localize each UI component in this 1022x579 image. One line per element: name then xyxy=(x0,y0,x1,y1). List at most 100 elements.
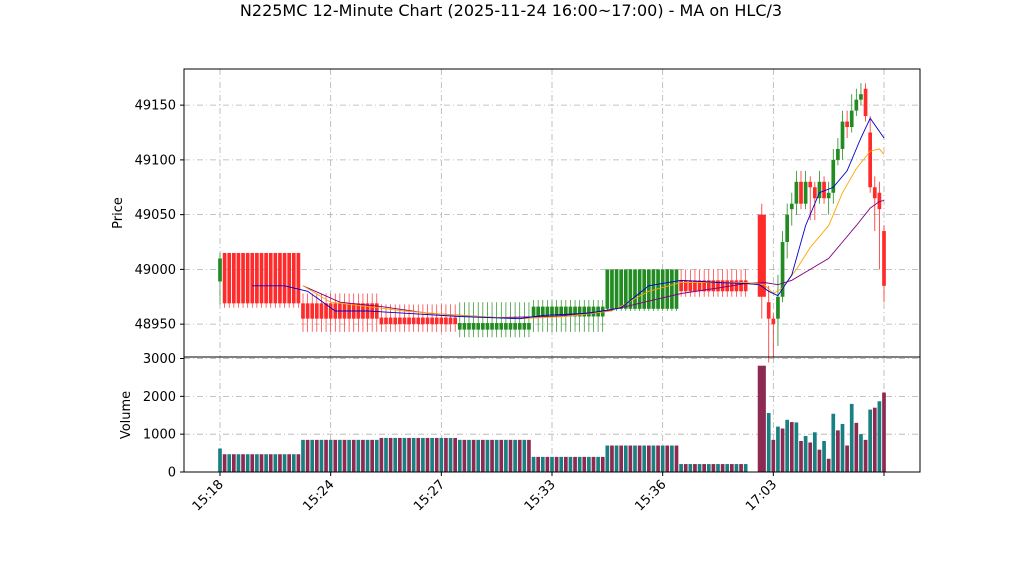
volume-bar xyxy=(831,413,836,472)
volume-bar xyxy=(766,412,771,472)
ma-slow-line xyxy=(302,199,885,319)
volume-bar xyxy=(836,430,840,472)
candle-body xyxy=(679,280,683,292)
candle-body xyxy=(582,306,587,317)
candle-body xyxy=(504,323,508,330)
x-tick-label: 15:18 xyxy=(190,477,227,514)
volume-bar xyxy=(670,445,674,472)
candle-body xyxy=(697,280,702,292)
volume-bar xyxy=(573,456,577,472)
candle-body xyxy=(605,269,610,309)
candle-body xyxy=(868,132,873,188)
candle-body xyxy=(845,121,849,128)
volume-bar xyxy=(508,439,513,472)
candle-body xyxy=(725,280,730,292)
volume-bar xyxy=(665,445,670,472)
volume-bar xyxy=(471,439,476,472)
volume-bar xyxy=(273,454,278,472)
candle-body xyxy=(743,280,748,292)
volume-bar xyxy=(490,439,494,472)
candle-body xyxy=(836,148,840,160)
volume-bar xyxy=(720,464,725,472)
volume-bar xyxy=(817,449,822,472)
volume-bar xyxy=(319,439,324,472)
candle-body xyxy=(651,269,656,309)
volume-bar xyxy=(637,445,642,472)
volume-bar xyxy=(628,445,633,472)
candle-body xyxy=(623,269,628,309)
volume-bar xyxy=(882,392,886,472)
candle-body xyxy=(540,306,545,317)
volume-bar xyxy=(250,454,255,472)
volume-bar xyxy=(771,439,776,472)
candle-body xyxy=(467,323,471,330)
volume-y-axis: 0 1000 2000 3000 xyxy=(143,352,184,481)
ma-mid-line xyxy=(302,148,885,320)
volume-bar xyxy=(780,428,785,472)
volume-bar xyxy=(563,456,568,472)
volume-bar xyxy=(803,436,808,472)
candle-body xyxy=(282,252,287,304)
volume-bar xyxy=(397,437,402,472)
volume-bar xyxy=(522,439,527,472)
volume-bar xyxy=(499,439,504,472)
price-tick-label: 49000 xyxy=(135,263,176,278)
candle-body xyxy=(268,252,273,304)
candle-body xyxy=(522,323,527,330)
volume-bar xyxy=(314,439,319,472)
volume-bar xyxy=(222,454,227,472)
candle-body xyxy=(384,317,388,325)
volume-bar xyxy=(596,456,600,472)
volume-bar xyxy=(614,445,619,472)
volume-bar xyxy=(826,458,831,472)
candle-body xyxy=(490,323,494,330)
volume-bar xyxy=(868,409,873,472)
volume-bar xyxy=(660,445,665,472)
candle-body xyxy=(785,214,790,243)
volume-bar xyxy=(342,439,347,472)
volume-bar xyxy=(328,439,333,472)
volume-bar xyxy=(577,456,582,472)
volume-bar xyxy=(651,445,656,472)
price-y-axis: 48950 49000 49050 49100 49150 xyxy=(135,99,184,333)
candle-body xyxy=(245,252,250,304)
candle-body xyxy=(425,317,430,325)
candle-body xyxy=(527,323,531,330)
candle-body xyxy=(789,203,794,210)
volume-bar xyxy=(296,454,301,472)
candle-body xyxy=(430,317,434,325)
volume-bar xyxy=(338,439,342,472)
volume-bar xyxy=(822,440,826,472)
volume-bar xyxy=(305,439,310,472)
volume-bar xyxy=(540,456,545,472)
volume-axis-label: Volume xyxy=(119,391,134,439)
volume-bar xyxy=(854,422,859,472)
volume-bar xyxy=(485,439,490,472)
volume-bar xyxy=(554,456,559,472)
volume-bar xyxy=(799,440,803,472)
volume-bar xyxy=(591,456,596,472)
volume-bar xyxy=(467,439,471,472)
candle-body xyxy=(273,252,278,304)
candle-body xyxy=(324,303,328,319)
candle-body xyxy=(776,296,780,319)
candle-body xyxy=(882,231,886,286)
volume-bar xyxy=(407,437,411,472)
candle-body xyxy=(517,323,522,330)
candle-body xyxy=(319,303,324,319)
volume-bar xyxy=(729,464,734,472)
volume-bar xyxy=(480,439,485,472)
candle-body xyxy=(711,280,716,292)
candle-body xyxy=(250,252,255,304)
volume-bar xyxy=(291,454,296,472)
volume-bar xyxy=(255,454,259,472)
candle-body xyxy=(421,317,425,325)
volume-bar xyxy=(301,439,305,472)
candle-body xyxy=(453,317,458,325)
candle-body xyxy=(296,252,301,304)
candle-body xyxy=(683,280,688,292)
volume-bar xyxy=(430,437,434,472)
volume-bar xyxy=(268,454,273,472)
volume-bar xyxy=(402,437,407,472)
